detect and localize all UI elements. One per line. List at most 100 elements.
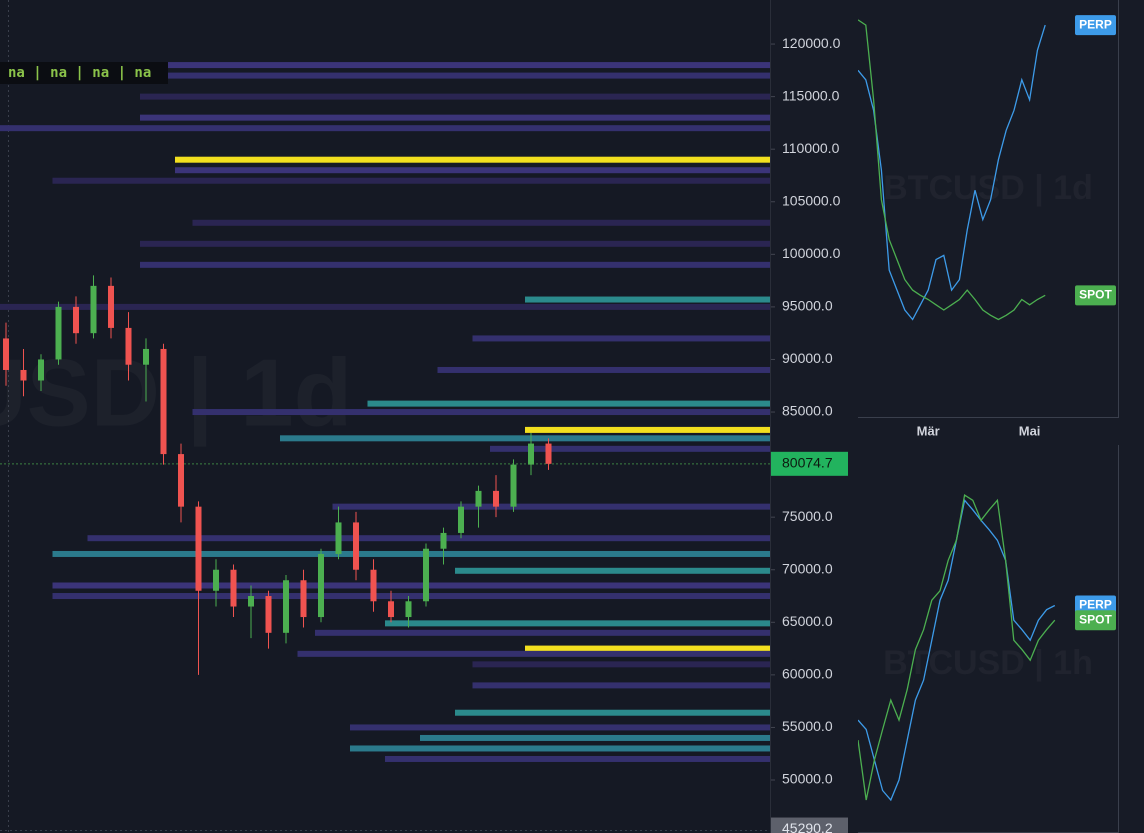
series-name: PERP (1079, 17, 1112, 31)
y-tick-label: 120000.0 (782, 35, 841, 51)
candle-body (160, 348, 167, 455)
series-name: PERP (1079, 598, 1112, 612)
main-plot: BTCUSD | 1d (0, 62, 770, 762)
liquidity-level (0, 125, 770, 132)
candle-body (178, 454, 184, 507)
y-tick-label: 100000.0 (782, 245, 841, 261)
liquidity-level (140, 261, 770, 268)
watermark: BTCUSD | 1h (883, 644, 1093, 682)
series-line (858, 24, 1046, 321)
liquidity-level (52, 582, 770, 589)
candle-body (353, 522, 359, 570)
liquidity-level (297, 650, 770, 657)
candle-body (3, 338, 9, 370)
liquidity-level (525, 296, 770, 303)
candle-body (143, 348, 149, 365)
liquidity-level (140, 240, 770, 247)
y-tick-label: 70000.0 (782, 560, 833, 576)
y-tick-label: 60000.0 (782, 666, 833, 682)
candle-body (510, 464, 517, 507)
liquidity-level (472, 661, 770, 668)
candle-body (73, 306, 79, 334)
liquidity-level (350, 724, 770, 731)
candle-body (370, 569, 377, 602)
status-box (0, 62, 168, 84)
x-tick-label: Mär (917, 423, 940, 438)
liquidity-level (455, 709, 770, 716)
candle-body (440, 532, 447, 549)
candle-body (335, 522, 342, 554)
candle-body (545, 443, 552, 464)
liquidity-level (0, 62, 770, 69)
last-price-tag (771, 451, 848, 476)
candle-body (213, 569, 219, 591)
candle-body (388, 601, 394, 618)
status-text: na | na | na | na (8, 65, 151, 81)
liquidity-level (175, 156, 770, 163)
series-line (858, 494, 1056, 801)
candle-body (405, 601, 412, 618)
candle-body (493, 490, 499, 507)
series-tag (1075, 15, 1116, 36)
candle-body (528, 443, 534, 465)
candle-body (300, 580, 307, 618)
liquidity-level (52, 593, 770, 600)
liquidity-level (472, 682, 770, 689)
liquidity-level (0, 72, 770, 79)
y-tick-label: 65000.0 (782, 613, 833, 629)
liquidity-level (385, 755, 770, 762)
series-name: SPOT (1079, 288, 1112, 302)
candle-body (423, 548, 429, 602)
x-tick-label: Mai (1019, 423, 1041, 438)
liquidity-level (140, 93, 770, 100)
liquidity-level (385, 620, 770, 627)
liquidity-level (52, 177, 770, 184)
top-inset: BTCUSD | 1d Mär Mai PERP SPOT (858, 0, 1119, 438)
y-tick-label: 90000.0 (782, 350, 833, 366)
liquidity-level (472, 335, 770, 342)
candle-body (265, 596, 272, 633)
liquidity-level (280, 435, 770, 442)
liquidity-level (192, 219, 770, 226)
candle-body (458, 506, 464, 533)
series-line (858, 19, 1046, 321)
liquidity-level (420, 734, 770, 741)
y-tick-label: 75000.0 (782, 508, 833, 524)
liquidity-level (315, 629, 770, 636)
y-tick-label: 85000.0 (782, 403, 833, 419)
watermark: BTCUSD | 1d (0, 339, 352, 447)
last-price-label: 80074.7 (782, 455, 833, 471)
y-tick-label: 110000.0 (782, 140, 840, 156)
liquidity-level (140, 114, 770, 121)
candle-body (475, 490, 482, 507)
candle-body (55, 306, 62, 360)
y-tick-label: 115000.0 (782, 87, 840, 103)
candle-body (283, 580, 289, 633)
series-name: SPOT (1079, 612, 1112, 626)
candle-body (195, 506, 202, 591)
bottom-price-tag (771, 817, 848, 833)
series-tag (1075, 285, 1116, 306)
watermark: BTCUSD | 1d (883, 169, 1093, 207)
bottom-price-label: 45290.2 (782, 820, 833, 833)
candle-body (20, 369, 27, 381)
liquidity-level (350, 745, 770, 752)
liquidity-level (52, 550, 770, 557)
candle-body (248, 596, 254, 607)
candle-body (38, 359, 44, 381)
candle-body (108, 285, 114, 328)
liquidity-level (192, 409, 770, 416)
y-tick-label: 105000.0 (782, 192, 841, 208)
liquidity-level (175, 167, 770, 174)
liquidity-level (455, 567, 770, 574)
liquidity-level (0, 303, 770, 310)
liquidity-level (490, 445, 770, 452)
price-axis: 120000.0 115000.0 110000.0 105000.0 100000.0… (771, 35, 848, 833)
y-tick-label: 95000.0 (782, 298, 833, 314)
candle-body (90, 285, 97, 334)
candle-body (125, 327, 132, 365)
liquidity-level (437, 366, 770, 373)
